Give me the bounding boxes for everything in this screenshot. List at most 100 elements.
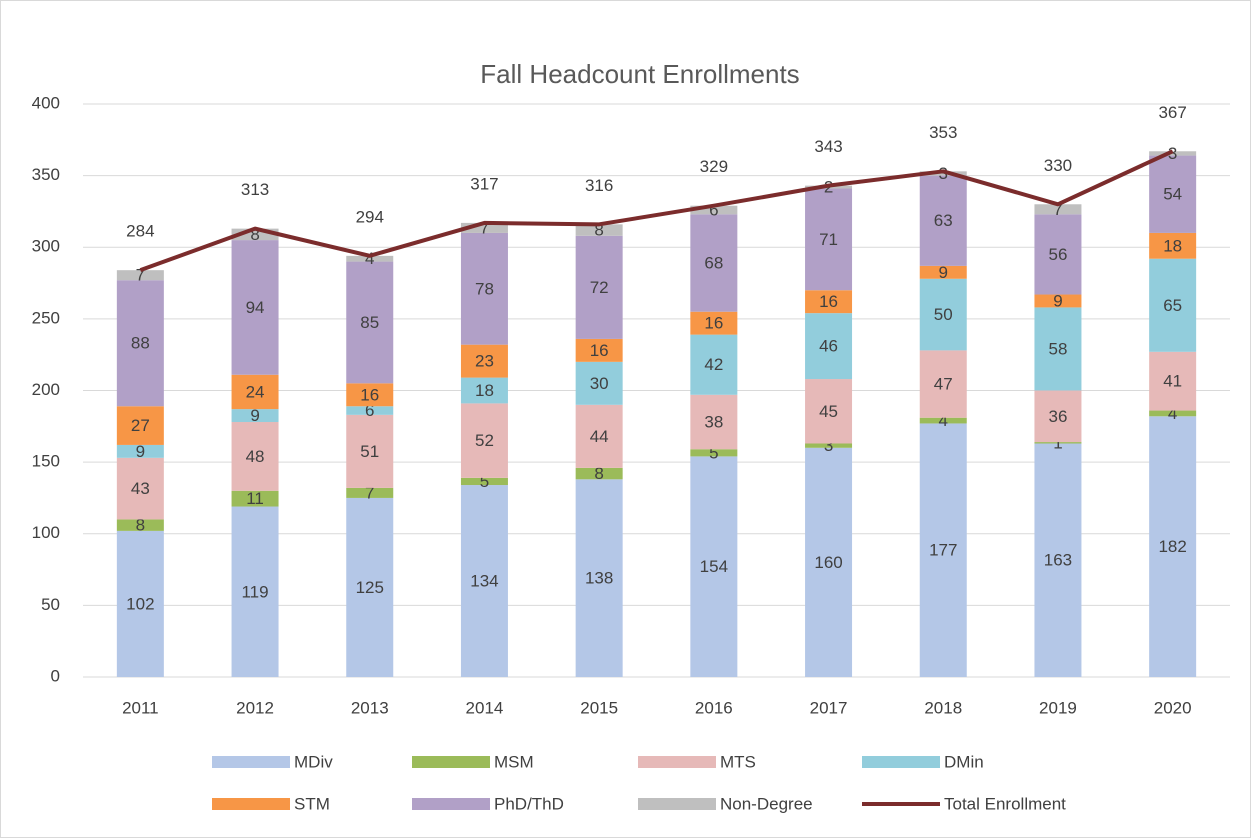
data-label: 41 <box>1163 372 1182 391</box>
data-label: 51 <box>360 442 379 461</box>
data-label: 154 <box>700 557 728 576</box>
data-label: 9 <box>136 442 145 461</box>
data-label: 11 <box>246 489 264 508</box>
bar-segment <box>1034 442 1082 444</box>
data-label: 48 <box>246 447 265 466</box>
bar-segment <box>690 205 738 215</box>
data-label: 5 <box>709 443 718 462</box>
y-tick-label: 400 <box>32 93 60 112</box>
data-label: 177 <box>929 541 957 560</box>
bar-segment <box>1149 410 1197 417</box>
data-label: 56 <box>1048 245 1067 264</box>
x-tick-label: 2017 <box>810 698 848 717</box>
bar-segment <box>346 261 394 384</box>
data-label: 18 <box>1163 236 1182 255</box>
total-line <box>139 149 1174 273</box>
bar-segment <box>805 379 853 444</box>
bar-segment <box>231 422 279 491</box>
y-tick-label: 200 <box>32 380 60 399</box>
bar-segment <box>575 361 623 405</box>
data-label: 58 <box>1048 339 1067 358</box>
bar-segment <box>116 444 164 458</box>
data-label: 50 <box>934 305 953 324</box>
data-label: 16 <box>590 341 609 360</box>
data-label: 45 <box>819 402 838 421</box>
y-tick-label: 300 <box>32 237 60 256</box>
data-label: 4 <box>939 411 948 430</box>
bar-segment <box>805 443 853 448</box>
bar-segment <box>231 240 279 375</box>
data-label: 6 <box>709 200 718 219</box>
bar-segment <box>1034 214 1082 295</box>
data-label: 88 <box>131 334 150 353</box>
data-label: 16 <box>704 314 723 333</box>
bar-segment <box>805 313 853 380</box>
bar-segment <box>346 414 394 488</box>
bar-segment <box>690 456 738 677</box>
bar-segment <box>460 477 508 486</box>
y-tick-label: 350 <box>32 165 60 184</box>
x-tick-label: 2013 <box>351 698 389 717</box>
total-label: 284 <box>126 222 154 241</box>
bar-segment <box>575 479 623 677</box>
bar-segment <box>1149 155 1197 233</box>
legend-label: MSM <box>494 752 534 771</box>
data-label: 94 <box>246 298 265 317</box>
data-label: 7 <box>136 266 145 285</box>
data-label: 16 <box>819 292 838 311</box>
bar-segment <box>346 383 394 407</box>
data-label: 16 <box>360 385 379 404</box>
bar-segment <box>919 423 967 677</box>
data-label: 3 <box>824 436 833 455</box>
y-tick-label: 250 <box>32 308 60 327</box>
bar-segment <box>1149 232 1197 259</box>
data-label: 85 <box>360 313 379 332</box>
x-tick-label: 2016 <box>695 698 733 717</box>
bar-segment <box>1149 258 1197 352</box>
data-label: 43 <box>131 479 150 498</box>
total-label: 329 <box>700 157 728 176</box>
total-label: 330 <box>1044 156 1072 175</box>
data-label: 160 <box>814 553 842 572</box>
data-label: 1 <box>1053 433 1062 452</box>
legend-swatch <box>412 798 490 810</box>
total-label: 367 <box>1158 103 1186 122</box>
chart-title: Fall Headcount Enrollments <box>480 59 799 89</box>
bar-segment <box>575 338 623 362</box>
bar-segment <box>1034 294 1082 308</box>
legend-swatch <box>638 756 716 768</box>
data-label: 68 <box>704 253 723 272</box>
bar-segment <box>460 344 508 378</box>
data-label: 7 <box>1053 200 1062 219</box>
data-label: 8 <box>136 516 145 535</box>
data-label: 71 <box>819 230 838 249</box>
bar-segment <box>690 449 738 457</box>
bar-segment <box>805 188 853 291</box>
bar-segment <box>690 334 738 395</box>
data-label: 102 <box>126 594 154 613</box>
data-label: 46 <box>819 337 838 356</box>
bar-segment <box>1149 416 1197 677</box>
bar-segment <box>805 290 853 314</box>
data-label: 78 <box>475 279 494 298</box>
bar-segment <box>231 228 279 241</box>
data-label: 42 <box>704 355 723 374</box>
data-label: 7 <box>365 483 374 502</box>
total-label: 316 <box>585 176 613 195</box>
data-label: 63 <box>934 211 953 230</box>
bar-segment <box>231 374 279 410</box>
data-label: 9 <box>1053 291 1062 310</box>
data-label: 4 <box>1168 404 1177 423</box>
data-label: 8 <box>594 464 603 483</box>
y-tick-label: 50 <box>41 595 60 614</box>
bar-segment <box>575 235 623 339</box>
bar-segment <box>116 280 164 407</box>
bar-segment <box>346 487 394 498</box>
legend-label: MDiv <box>294 752 333 771</box>
bar-segment <box>575 467 623 480</box>
data-label: 9 <box>250 406 259 425</box>
data-label: 125 <box>356 578 384 597</box>
data-label: 44 <box>590 427 609 446</box>
legend-swatch <box>638 798 716 810</box>
bar-segment <box>575 404 623 468</box>
